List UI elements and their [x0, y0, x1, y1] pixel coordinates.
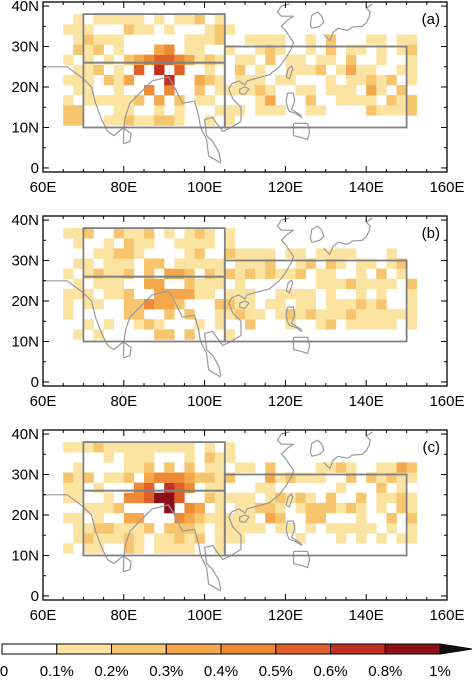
panel-b-label: (b) [422, 225, 440, 242]
x-tick-label: 120E [268, 393, 303, 410]
x-tick-label: 140E [349, 607, 384, 624]
panel-b-cells [63, 228, 417, 340]
colorbar-label: 0.8% [368, 663, 402, 680]
y-tick-labels-b: 0 10N 20N 30N 40N [11, 212, 39, 391]
panel-a: (a) [42, 1, 448, 173]
panel-b-coastline [43, 217, 373, 378]
x-tick-label: 100E [187, 179, 222, 196]
panel-a-ticks [42, 2, 448, 172]
y-tick-label: 20N [11, 507, 39, 524]
colorbar-segment [330, 643, 386, 655]
x-tick-label: 80E [110, 179, 137, 196]
colorbar-label: 0.3% [149, 663, 183, 680]
colorbar-segments [1, 643, 473, 655]
colorbar-label: 0 [0, 663, 8, 680]
y-tick-label: 20N [11, 79, 39, 96]
x-tick-label: 160E [429, 393, 464, 410]
panel-c-label: (c) [423, 439, 441, 456]
colorbar-arrow [439, 643, 473, 655]
panel-c: (c) [42, 429, 448, 601]
x-tick-label: 100E [187, 393, 222, 410]
panel-a-label: (a) [422, 11, 440, 28]
panel-a-cells [63, 14, 417, 126]
y-tick-label: 0 [31, 374, 39, 391]
panel-a-region-boxes [82, 13, 408, 129]
y-tick-label: 20N [11, 293, 39, 310]
colorbar-segment [1, 643, 58, 655]
x-tick-label: 120E [268, 607, 303, 624]
y-tick-label: 30N [11, 467, 39, 484]
x-tick-labels-a: 60E 80E 100E 120E 140E 160E [30, 179, 465, 196]
panel-c-region-boxes [82, 441, 408, 557]
panel-c-coastline [43, 431, 373, 592]
colorbar-segment [111, 643, 167, 655]
x-tick-label: 80E [110, 607, 137, 624]
y-tick-label: 10N [11, 334, 39, 351]
x-tick-label: 160E [429, 607, 464, 624]
colorbar-label: 0.1% [40, 663, 74, 680]
x-tick-label: 80E [110, 393, 137, 410]
colorbar-label: 0.4% [204, 663, 238, 680]
colorbar-segment [165, 643, 222, 655]
panel-a-coastline [43, 3, 373, 164]
x-tick-label: 120E [268, 179, 303, 196]
x-tick-label: 140E [349, 393, 384, 410]
panel-b-region-boxes [82, 227, 408, 343]
x-tick-label: 60E [30, 393, 57, 410]
y-tick-label: 30N [11, 39, 39, 56]
y-tick-label: 10N [11, 548, 39, 565]
panel-c-ticks [42, 430, 448, 600]
colorbar-label: 0.2% [94, 663, 128, 680]
x-tick-label: 60E [30, 179, 57, 196]
y-tick-label: 40N [11, 0, 39, 15]
panel-b-ticks [42, 216, 448, 386]
y-tick-label: 30N [11, 253, 39, 270]
colorbar-segment [56, 643, 113, 655]
panel-b: (b) [42, 215, 448, 387]
y-tick-label: 40N [11, 426, 39, 443]
colorbar-segment [275, 643, 332, 655]
y-tick-label: 0 [31, 160, 39, 177]
colorbar-labels: 0 0.1% 0.2% 0.3% 0.4% 0.5% 0.6% 0.8% 1% [0, 663, 451, 680]
y-tick-labels-c: 0 10N 20N 30N 40N [11, 426, 39, 605]
colorbar: 0 0.1% 0.2% 0.3% 0.4% 0.5% 0.6% 0.8% 1% [0, 643, 473, 680]
y-tick-label: 0 [31, 588, 39, 605]
x-tick-labels-c: 60E 80E 100E 120E 140E 160E [30, 607, 465, 624]
colorbar-label: 0.5% [259, 663, 293, 680]
x-tick-label: 100E [187, 607, 222, 624]
colorbar-segment [220, 643, 277, 655]
y-tick-label: 10N [11, 120, 39, 137]
y-tick-labels-a: 0 10N 20N 30N 40N [11, 0, 39, 177]
x-tick-labels-b: 60E 80E 100E 120E 140E 160E [30, 393, 465, 410]
y-tick-label: 40N [11, 212, 39, 229]
colorbar-label: 1% [429, 663, 451, 680]
colorbar-label: 0.6% [313, 663, 347, 680]
colorbar-segment [384, 643, 441, 655]
x-tick-label: 60E [30, 607, 57, 624]
x-tick-label: 160E [429, 179, 464, 196]
x-tick-label: 140E [349, 179, 384, 196]
